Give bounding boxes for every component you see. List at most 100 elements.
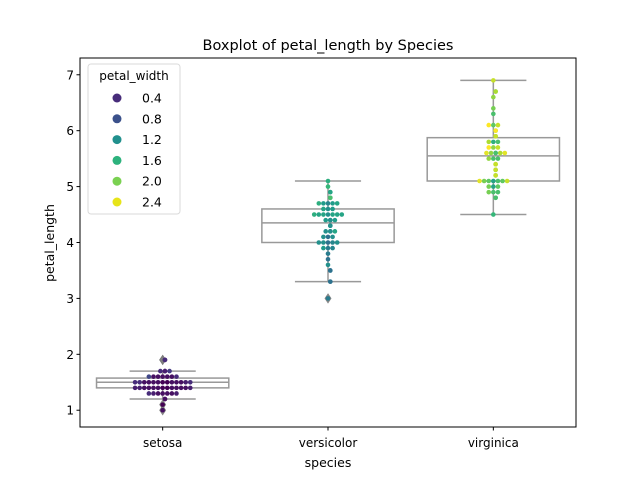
swarm-point	[495, 156, 501, 161]
y-tick-label: 7	[66, 68, 74, 82]
swarm-point	[486, 139, 492, 145]
legend-label: 0.4	[142, 91, 162, 106]
swarm-point	[155, 385, 161, 391]
legend-entry: 2.0	[112, 174, 162, 189]
swarm-point	[500, 178, 505, 184]
y-tick-label: 4	[66, 236, 74, 250]
swarm-point	[325, 296, 331, 301]
swarm-point	[325, 212, 331, 217]
swarm-point	[491, 184, 496, 189]
swarm-point	[137, 385, 142, 391]
swarm-point	[146, 379, 152, 385]
swarm-point	[484, 150, 489, 156]
x-tick-label: virginica	[468, 436, 519, 450]
swarm-point	[160, 379, 165, 385]
swarm-point	[174, 385, 179, 391]
swarm-point	[137, 379, 142, 385]
swarm-point	[491, 111, 496, 117]
swarm-point	[495, 139, 501, 145]
swarm-point	[325, 251, 331, 256]
swarm-point	[146, 391, 152, 396]
legend: petal_width 0.4 0.8 1.2 1.6 2.0 2.4	[87, 63, 181, 215]
legend-marker	[112, 93, 122, 103]
swarm-point	[332, 217, 338, 223]
swarm-point	[328, 217, 333, 223]
legend-entry: 1.6	[112, 153, 162, 168]
swarm-point	[486, 189, 492, 195]
legend-marker	[112, 155, 122, 165]
swarm-point	[164, 379, 170, 385]
swarm-point	[321, 201, 326, 206]
legend-marker	[112, 114, 122, 124]
y-axis: 1 2 3 4 5 6 7	[66, 68, 80, 418]
swarm-point	[328, 229, 333, 234]
swarm-point	[493, 128, 498, 133]
swarm-point	[328, 223, 333, 229]
swarm-point	[491, 139, 496, 145]
legend-label: 2.0	[142, 174, 162, 189]
swarm-point	[486, 156, 492, 161]
y-tick-label: 6	[66, 124, 74, 138]
swarm-point	[325, 262, 331, 268]
legend-box	[87, 63, 181, 215]
swarm-point	[493, 161, 498, 167]
swarm-point	[486, 184, 492, 189]
swarm-point	[321, 240, 326, 245]
swarm-point	[486, 145, 492, 150]
legend-entry: 0.8	[112, 111, 162, 126]
swarm-point	[495, 178, 501, 184]
swarm-point	[325, 256, 331, 262]
swarm-point	[164, 391, 170, 396]
legend-label: 2.4	[142, 195, 162, 210]
swarm-point	[183, 385, 188, 391]
swarm-point	[328, 189, 333, 195]
swarm-point	[334, 212, 340, 217]
swarm-point	[160, 407, 165, 413]
swarm-point	[187, 385, 193, 391]
swarm-point	[160, 374, 165, 379]
swarm-point	[141, 385, 147, 391]
swarm-point	[491, 156, 496, 161]
legend-entry: 0.4	[112, 91, 162, 106]
swarm-point	[325, 184, 331, 189]
swarm-point	[146, 374, 152, 379]
swarm-point	[316, 212, 322, 217]
swarm-point	[132, 379, 138, 385]
swarm-point	[488, 150, 494, 156]
swarm-point	[491, 189, 496, 195]
swarm-point	[155, 379, 161, 385]
x-axis-label: species	[305, 455, 352, 470]
swarm-point	[477, 178, 482, 184]
swarm-point	[339, 212, 345, 217]
swarm-point	[491, 212, 496, 217]
swarm-point	[330, 245, 335, 251]
swarm-point	[323, 217, 329, 223]
swarm-point	[325, 234, 331, 240]
swarm-point	[158, 368, 163, 374]
swarm-point	[491, 145, 496, 150]
swarm-point	[155, 374, 161, 379]
x-tick-label: setosa	[143, 436, 182, 450]
legend-label: 0.8	[142, 111, 162, 126]
swarm-point	[151, 374, 156, 379]
swarm-point	[325, 206, 331, 212]
swarm-point	[178, 385, 184, 391]
swarm-point	[330, 234, 335, 240]
swarm-point	[493, 133, 498, 139]
legend-entry: 2.4	[112, 195, 162, 210]
x-tick-label: versicolor	[299, 436, 358, 450]
swarm-point	[334, 201, 340, 206]
legend-marker	[112, 176, 122, 186]
swarm-point	[486, 122, 492, 128]
swarm-point	[493, 150, 498, 156]
swarm-point	[160, 385, 165, 391]
swarm-point	[311, 212, 317, 217]
swarm-point	[495, 145, 501, 150]
y-axis-label: petal_length	[42, 204, 57, 282]
swarm-point	[169, 391, 175, 396]
swarm-point	[325, 245, 331, 251]
swarm-point	[502, 150, 508, 156]
swarm-point	[169, 374, 175, 379]
swarm-point	[162, 357, 168, 363]
